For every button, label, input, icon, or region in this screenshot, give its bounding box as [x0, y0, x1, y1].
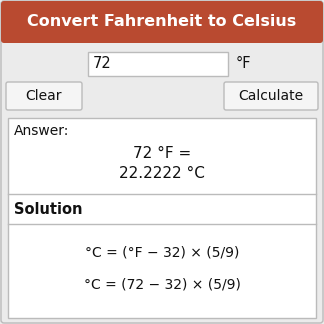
FancyBboxPatch shape [6, 82, 82, 110]
Text: Calculate: Calculate [238, 89, 304, 103]
Text: °C = (°F − 32) × (5/9): °C = (°F − 32) × (5/9) [85, 245, 239, 259]
Text: 72: 72 [93, 56, 112, 72]
FancyBboxPatch shape [224, 82, 318, 110]
Text: 72 °F =: 72 °F = [133, 145, 191, 160]
Text: 22.2222 °C: 22.2222 °C [119, 166, 205, 180]
FancyBboxPatch shape [8, 118, 316, 318]
FancyBboxPatch shape [88, 52, 228, 76]
Text: °C = (72 − 32) × (5/9): °C = (72 − 32) × (5/9) [84, 277, 240, 291]
Text: Solution: Solution [14, 202, 83, 217]
Text: Clear: Clear [26, 89, 62, 103]
Text: Convert Fahrenheit to Celsius: Convert Fahrenheit to Celsius [27, 15, 297, 29]
Text: Answer:: Answer: [14, 124, 69, 138]
Text: °F: °F [236, 56, 251, 72]
FancyBboxPatch shape [1, 1, 323, 43]
FancyBboxPatch shape [4, 22, 320, 40]
